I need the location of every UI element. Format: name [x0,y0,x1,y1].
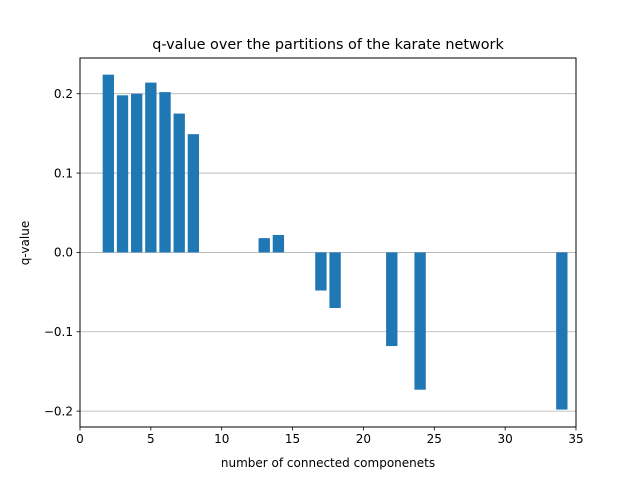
x-tick-label: 10 [214,432,229,446]
bar [102,74,115,253]
bar [187,134,200,253]
bars [102,74,568,410]
y-tick-label: 0.2 [54,87,73,101]
x-axis-ticks: 0 5 10 15 20 25 30 35 [76,427,584,446]
y-tick-label: −0.2 [44,404,73,418]
bar [173,113,185,253]
y-axis-ticks: −0.2 −0.1 0.0 0.1 0.2 [44,87,80,418]
bar [414,252,426,390]
bar [315,252,327,291]
bar [145,82,157,253]
y-tick-label: −0.1 [44,325,73,339]
bar [159,92,171,253]
y-tick-label: 0.0 [54,246,73,260]
x-axis-label: number of connected componenets [221,456,435,470]
chart-title: q-value over the partitions of the karat… [152,37,504,53]
x-tick-label: 5 [147,432,155,446]
x-tick-label: 0 [76,432,84,446]
bar [258,238,270,253]
y-tick-label: 0.1 [54,166,73,180]
y-axis-label: q-value [18,221,32,265]
bar [131,93,143,253]
bar [272,234,285,253]
x-tick-label: 15 [285,432,300,446]
x-tick-label: 20 [356,432,371,446]
x-tick-label: 25 [427,432,442,446]
x-tick-label: 35 [568,432,583,446]
bar [116,95,129,253]
bar [386,252,398,347]
x-tick-label: 30 [498,432,513,446]
plot-frame [79,57,577,428]
bar [556,252,568,410]
bar [329,252,341,308]
